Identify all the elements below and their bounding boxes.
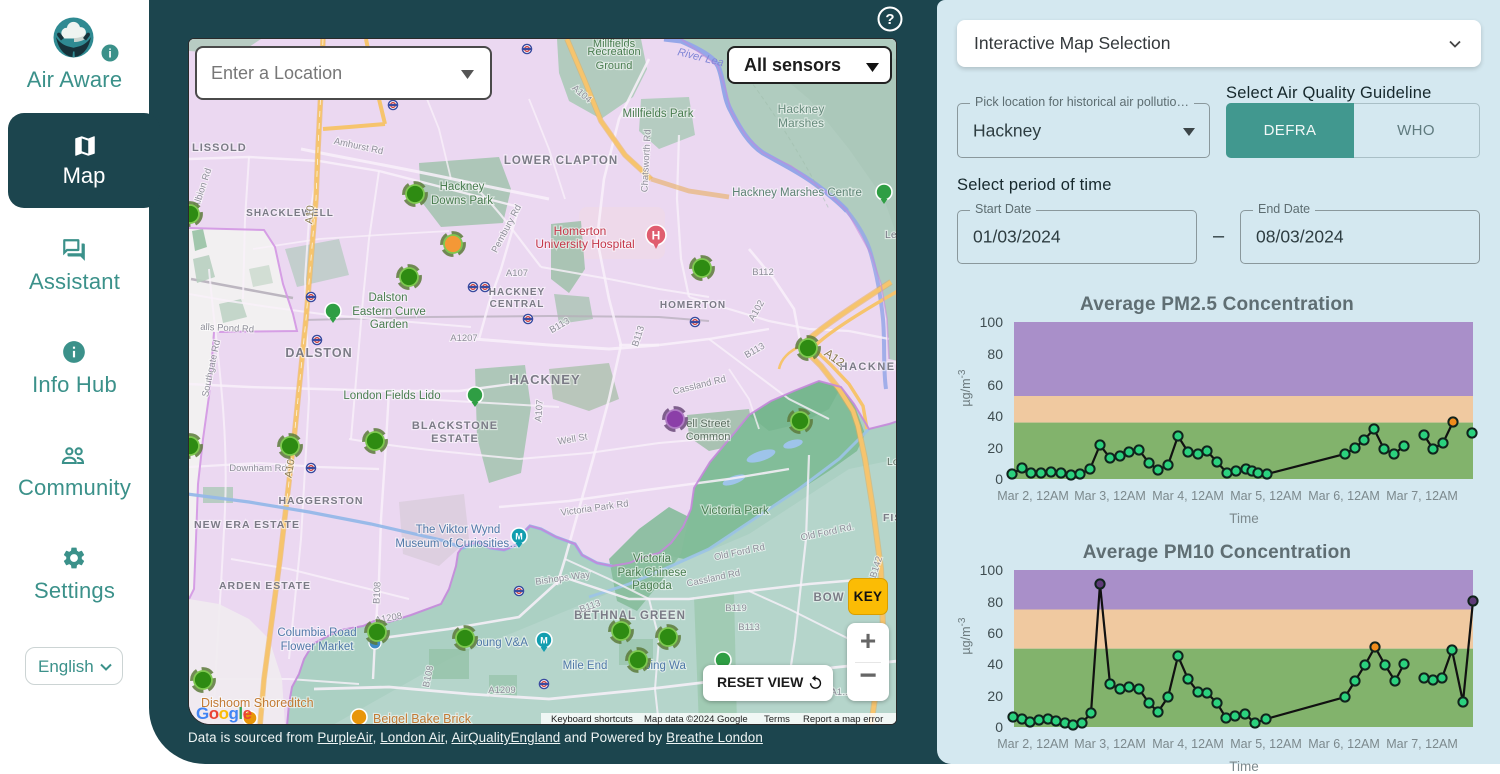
svg-text:bing Wa: bing Wa: [644, 660, 686, 672]
svg-text:HACKNEY: HACKNEY: [840, 361, 897, 373]
svg-text:CENTRAL: CENTRAL: [490, 299, 545, 310]
svg-text:Park Chinese: Park Chinese: [617, 567, 686, 579]
svg-text:Beigel Bake Brick: Beigel Bake Brick: [373, 712, 472, 725]
svg-text:Common: Common: [686, 431, 731, 443]
svg-text:Columbia Road: Columbia Road: [277, 627, 356, 639]
svg-text:Lee: Lee: [885, 229, 897, 241]
svg-text:BETHNAL GREEN: BETHNAL GREEN: [574, 610, 686, 622]
svg-text:LOWER CLAPTON: LOWER CLAPTON: [504, 155, 618, 167]
svg-text:Recreation: Recreation: [587, 46, 640, 58]
svg-text:B113: B113: [738, 622, 759, 633]
svg-text:Pagoda: Pagoda: [632, 580, 672, 592]
svg-text:B108: B108: [371, 582, 383, 605]
svg-text:M: M: [515, 532, 523, 542]
svg-text:LISSOLD: LISSOLD: [192, 142, 247, 154]
svg-text:ARDEN ESTATE: ARDEN ESTATE: [219, 580, 311, 592]
svg-text:Dishoom Shoreditch: Dishoom Shoreditch: [201, 696, 314, 710]
svg-text:A10: A10: [303, 205, 317, 225]
svg-text:A1207: A1207: [450, 333, 477, 344]
svg-text:HAGGERSTON: HAGGERSTON: [278, 495, 363, 507]
svg-text:SHACKLEWELL: SHACKLEWELL: [246, 208, 334, 219]
svg-text:HOMERTON: HOMERTON: [660, 300, 726, 311]
svg-text:A107: A107: [506, 268, 528, 279]
svg-text:Dalston: Dalston: [369, 292, 408, 304]
svg-text:FISH: FISH: [883, 512, 897, 524]
svg-text:alls Pond Rd: alls Pond Rd: [200, 322, 254, 336]
svg-text:A1209: A1209: [488, 685, 515, 696]
svg-text:B108: B108: [421, 664, 436, 688]
svg-text:NEW ERA ESTATE: NEW ERA ESTATE: [194, 519, 300, 531]
svg-text:Hackney Marshes Centre: Hackney Marshes Centre: [732, 187, 862, 199]
svg-text:Flower Market: Flower Market: [281, 641, 355, 653]
svg-text:Downham Rd: Downham Rd: [229, 463, 287, 474]
svg-text:HACKNEY: HACKNEY: [489, 287, 545, 298]
svg-text:BOW: BOW: [813, 592, 844, 604]
svg-text:Mile End: Mile End: [563, 660, 608, 672]
svg-text:Lond: Lond: [887, 456, 897, 468]
svg-text:Museum of Curiosities…: Museum of Curiosities…: [395, 538, 520, 550]
svg-text:BLACKSTONE: BLACKSTONE: [412, 420, 498, 432]
svg-text:Victoria: Victoria: [633, 553, 672, 565]
svg-text:Millfields: Millfields: [593, 39, 636, 50]
svg-text:B112: B112: [752, 267, 773, 278]
svg-text:London Fields Lido: London Fields Lido: [343, 390, 440, 402]
svg-text:Chatsworth Rd: Chatsworth Rd: [639, 129, 653, 192]
svg-text:Eastern Curve: Eastern Curve: [352, 306, 426, 318]
svg-text:Hackney: Hackney: [440, 181, 485, 193]
svg-text:Garden: Garden: [370, 319, 408, 331]
svg-text:A10: A10: [283, 458, 298, 479]
svg-text:ESTATE: ESTATE: [431, 433, 479, 445]
svg-text:Marshes: Marshes: [778, 116, 824, 130]
svg-text:University Hospital: University Hospital: [535, 237, 634, 251]
svg-text:HACKNEY: HACKNEY: [509, 372, 580, 387]
svg-text:M: M: [540, 636, 548, 646]
svg-text:?: ?: [885, 11, 894, 28]
svg-text:oung V&A: oung V&A: [476, 637, 528, 649]
svg-text:Millfields Park: Millfields Park: [623, 108, 694, 120]
svg-text:i: i: [108, 47, 111, 61]
svg-text:DALSTON: DALSTON: [285, 346, 352, 360]
svg-text:Hackney: Hackney: [778, 102, 825, 116]
svg-text:A107: A107: [533, 399, 546, 422]
svg-text:Downs Park: Downs Park: [431, 195, 493, 207]
svg-text:ell Street: ell Street: [686, 418, 729, 430]
svg-text:Ground: Ground: [596, 60, 633, 72]
svg-text:The Viktor Wynd: The Viktor Wynd: [416, 524, 501, 536]
svg-text:B119: B119: [725, 603, 746, 614]
svg-text:Homerton: Homerton: [554, 224, 607, 238]
svg-text:A1…: A1…: [830, 687, 851, 698]
svg-text:Victoria Park: Victoria Park: [701, 503, 770, 517]
svg-text:H: H: [652, 229, 661, 243]
